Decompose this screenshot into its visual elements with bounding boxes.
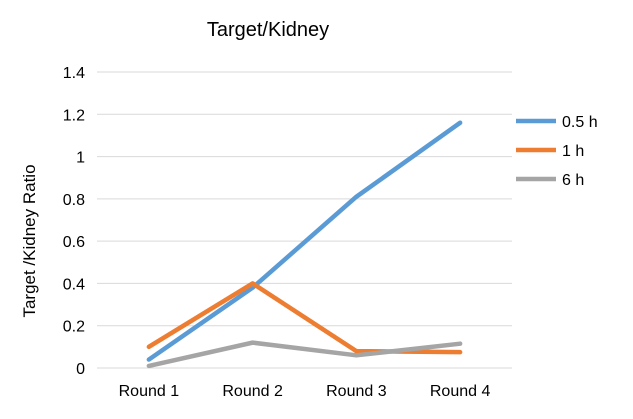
series-lines bbox=[146, 120, 463, 369]
series-line-2 bbox=[146, 340, 463, 369]
x-tick-label: Round 3 bbox=[326, 383, 387, 400]
gridlines bbox=[97, 71, 512, 369]
legend: 0.5 h 1 h 6 h bbox=[516, 114, 598, 189]
y-tick-label: 0 bbox=[76, 361, 85, 378]
y-tick-label: 1.4 bbox=[63, 65, 85, 82]
y-axis-label: Target /Kidney Ratio bbox=[20, 164, 39, 317]
y-tick-label: 0.2 bbox=[63, 319, 85, 336]
y-tick-labels: 0 0.2 0.4 0.6 0.8 1 1.2 1.4 bbox=[63, 65, 85, 378]
x-tick-label: Round 1 bbox=[119, 383, 180, 400]
y-tick-label: 0.4 bbox=[63, 276, 85, 293]
legend-label: 6 h bbox=[562, 172, 584, 189]
x-tick-labels: Round 1 Round 2 Round 3 Round 4 bbox=[119, 383, 491, 400]
series-line-0 bbox=[146, 120, 463, 362]
series-line-1 bbox=[146, 281, 463, 355]
x-tick-label: Round 2 bbox=[222, 383, 283, 400]
chart-title: Target/Kidney bbox=[207, 19, 329, 41]
y-tick-label: 1.2 bbox=[63, 107, 85, 124]
y-tick-label: 0.6 bbox=[63, 234, 85, 251]
legend-label: 1 h bbox=[562, 143, 584, 160]
legend-label: 0.5 h bbox=[562, 114, 598, 131]
x-tick-label: Round 4 bbox=[430, 383, 491, 400]
y-tick-label: 1 bbox=[76, 150, 85, 167]
y-tick-label: 0.8 bbox=[63, 192, 85, 209]
